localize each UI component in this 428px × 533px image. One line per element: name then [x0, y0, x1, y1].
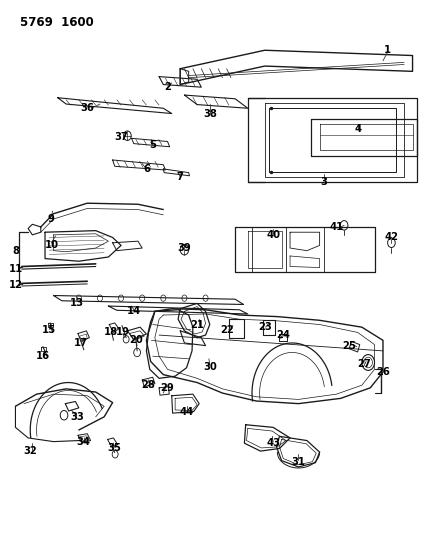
Text: 29: 29	[160, 383, 174, 393]
Text: 13: 13	[70, 298, 84, 309]
Text: 15: 15	[42, 325, 56, 335]
Text: 36: 36	[80, 103, 94, 114]
Text: 40: 40	[266, 230, 280, 240]
Text: 5: 5	[149, 140, 156, 150]
Text: 39: 39	[178, 243, 191, 253]
Text: 31: 31	[291, 457, 306, 467]
Text: 28: 28	[142, 380, 155, 390]
Text: 12: 12	[9, 280, 22, 290]
Text: 1: 1	[383, 45, 391, 55]
Text: 43: 43	[266, 438, 280, 448]
Text: 5769  1600: 5769 1600	[20, 16, 93, 29]
Text: 7: 7	[177, 172, 184, 182]
Text: 14: 14	[127, 306, 141, 316]
Text: 3: 3	[321, 177, 327, 187]
Text: 24: 24	[277, 330, 291, 340]
Text: 30: 30	[203, 362, 217, 372]
Text: 21: 21	[190, 319, 204, 329]
Text: 20: 20	[129, 335, 143, 345]
Text: 17: 17	[74, 338, 88, 348]
Text: 10: 10	[45, 240, 58, 251]
Text: 23: 23	[258, 322, 272, 332]
Text: 4: 4	[354, 124, 361, 134]
Text: 22: 22	[220, 325, 234, 335]
Text: 44: 44	[179, 407, 193, 417]
Text: 11: 11	[8, 264, 23, 274]
Text: 27: 27	[357, 359, 371, 369]
Text: 2: 2	[164, 82, 171, 92]
Text: 19: 19	[116, 327, 130, 337]
Text: 34: 34	[76, 437, 90, 447]
Text: 41: 41	[330, 222, 344, 232]
Text: 9: 9	[48, 214, 55, 224]
Text: 38: 38	[203, 109, 217, 118]
Text: 16: 16	[36, 351, 50, 361]
Text: 25: 25	[342, 341, 356, 351]
Text: 33: 33	[70, 412, 83, 422]
Text: 26: 26	[376, 367, 390, 377]
Text: 37: 37	[114, 132, 128, 142]
Text: 18: 18	[104, 327, 118, 337]
Text: 6: 6	[143, 164, 150, 174]
Text: 35: 35	[108, 443, 122, 454]
Text: 42: 42	[384, 232, 398, 243]
Text: 32: 32	[24, 446, 37, 456]
Text: 8: 8	[12, 246, 19, 256]
